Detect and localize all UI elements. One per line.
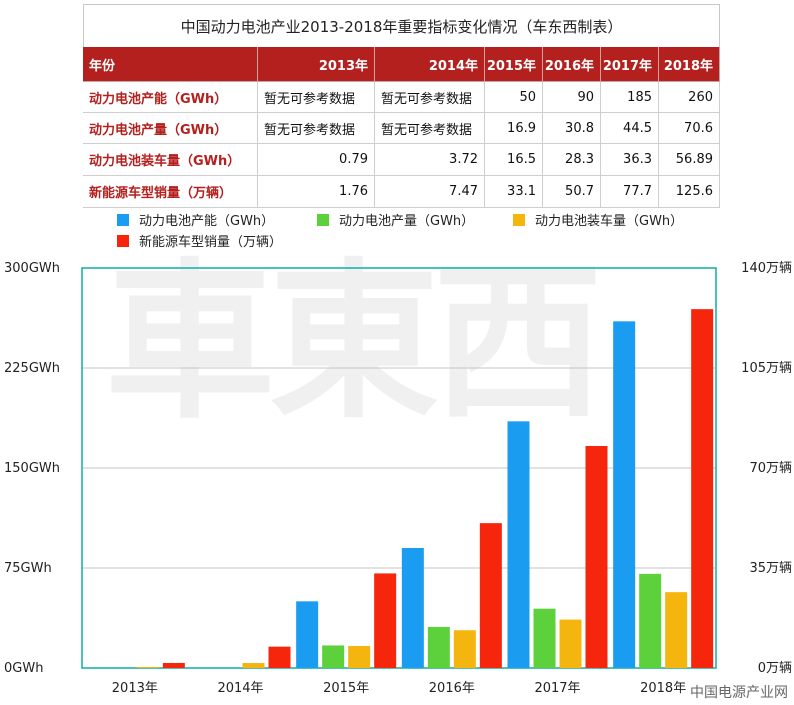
legend-item: 新能源车型销量（万辆） (117, 231, 282, 250)
table-cell: 50 (485, 82, 543, 113)
bar-2 (242, 663, 265, 668)
table-cell: 77.7 (601, 176, 659, 208)
bar-3 (479, 523, 502, 668)
bar-0 (507, 421, 530, 668)
row-label: 新能源车型销量（万辆） (83, 176, 258, 208)
legend-item: 动力电池装车量（GWh） (513, 210, 683, 229)
footer-source: 中国电源产业网 (687, 681, 791, 703)
x-tick-label: 2013年 (112, 681, 158, 696)
y-left-tick-label: 225GWh (4, 361, 60, 376)
legend-label: 新能源车型销量（万辆） (139, 235, 283, 250)
table-cell: 暂无可参考数据 (375, 113, 485, 144)
y-right-tick-label: 140万辆 (741, 261, 792, 276)
bar-2 (453, 630, 476, 668)
row-label: 动力电池装车量（GWh） (83, 144, 258, 176)
x-tick-label: 2014年 (217, 681, 263, 696)
bar-0 (401, 548, 424, 668)
header-year-6: 2018年 (659, 47, 720, 82)
bar-2 (559, 619, 582, 668)
bar-3 (162, 662, 185, 668)
bar-2 (348, 646, 371, 668)
bar-1 (639, 573, 662, 668)
header-year-label: 年份 (83, 47, 258, 82)
legend-label: 动力电池产量（GWh） (339, 214, 475, 229)
y-left-tick-label: 75GWh (4, 561, 52, 576)
bar-1 (533, 608, 556, 668)
bar-3 (691, 309, 714, 668)
y-left-tick-label: 300GWh (4, 261, 60, 276)
table-cell: 暂无可参考数据 (258, 113, 375, 144)
header-year-2: 2014年 (375, 47, 485, 82)
table-cell: 125.6 (659, 176, 720, 208)
y-right-tick-label: 35万辆 (749, 561, 792, 576)
table-cell: 44.5 (601, 113, 659, 144)
x-tick-label: 2016年 (429, 681, 475, 696)
table-cell: 3.72 (375, 144, 485, 176)
table-cell: 185 (601, 82, 659, 113)
bar-0 (296, 601, 319, 668)
bar-3 (585, 446, 608, 668)
table-cell: 1.76 (258, 176, 375, 208)
y-right-tick-label: 70万辆 (749, 461, 792, 476)
y-left-tick-label: 0GWh (4, 661, 43, 676)
header-year-1: 2013年 (258, 47, 375, 82)
table-cell: 70.6 (659, 113, 720, 144)
legend-swatch (513, 213, 525, 226)
bar-3 (374, 573, 397, 668)
table-cell: 30.8 (543, 113, 601, 144)
bar-1 (322, 645, 345, 668)
legend-swatch (117, 213, 129, 226)
bar-2 (136, 666, 159, 668)
header-year-3: 2015年 (485, 47, 543, 82)
table-cell: 暂无可参考数据 (258, 82, 375, 113)
y-right-tick-label: 0万辆 (758, 661, 792, 676)
watermark-logo: 車東西 (105, 244, 603, 442)
bar-2 (665, 592, 688, 668)
legend-label: 动力电池产能（GWh） (139, 214, 275, 229)
row-label: 动力电池产能（GWh） (83, 82, 258, 113)
plot-frame (81, 267, 717, 669)
table-cell: 33.1 (485, 176, 543, 208)
y-right-tick-label: 105万辆 (741, 361, 792, 376)
legend-swatch (117, 234, 129, 247)
table-cell: 16.9 (485, 113, 543, 144)
y-left-tick-label: 150GWh (4, 461, 60, 476)
x-tick-label: 2017年 (534, 681, 580, 696)
legend-label: 动力电池装车量（GWh） (535, 214, 684, 229)
legend-swatch (317, 213, 329, 226)
header-year-5: 2017年 (601, 47, 659, 82)
table-cell: 36.3 (601, 144, 659, 176)
data-table: 年份 2013年 2014年 2015年 2016年 2017年 2018年动力电池产能（G… (83, 47, 720, 208)
table-cell: 260 (659, 82, 720, 113)
table-cell: 50.7 (543, 176, 601, 208)
legend-item: 动力电池产量（GWh） (317, 210, 474, 229)
table-cell: 56.89 (659, 144, 720, 176)
table-cell: 0.79 (258, 144, 375, 176)
table-cell: 16.5 (485, 144, 543, 176)
table-title: 中国动力电池产业2013-2018年重要指标变化情况（车东西制表） (83, 4, 720, 48)
table-cell: 7.47 (375, 176, 485, 208)
table-cell: 暂无可参考数据 (375, 82, 485, 113)
table-cell: 90 (543, 82, 601, 113)
header-year-4: 2016年 (543, 47, 601, 82)
x-tick-label: 2015年 (323, 681, 369, 696)
legend-item: 动力电池产能（GWh） (117, 210, 274, 229)
bar-1 (427, 626, 450, 668)
table-cell: 28.3 (543, 144, 601, 176)
row-label: 动力电池产量（GWh） (83, 113, 258, 144)
bar-0 (613, 321, 636, 668)
x-tick-label: 2018年 (640, 681, 686, 696)
bar-3 (268, 646, 291, 668)
